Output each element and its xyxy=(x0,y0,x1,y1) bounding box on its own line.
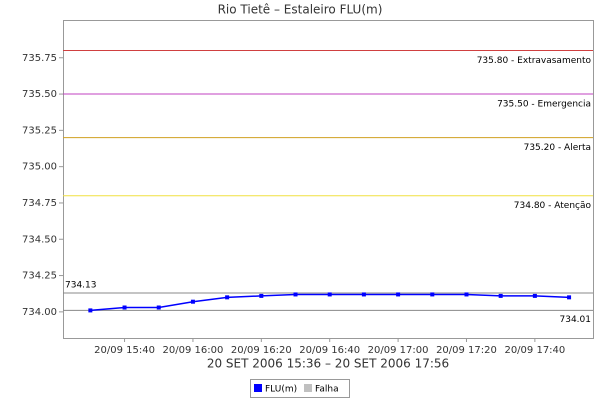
legend-label: FLU(m) xyxy=(265,385,297,395)
threshold-label: 735.20 - Alerta xyxy=(524,143,591,153)
y-tick-label: 735.00 xyxy=(22,162,57,173)
y-tick-label: 734.75 xyxy=(22,198,57,209)
y-tick-label: 734.25 xyxy=(22,271,57,282)
x-tick-label: 20/09 15:40 xyxy=(94,345,155,356)
point xyxy=(259,293,264,298)
legend-box xyxy=(250,379,350,398)
chart-title: Rio Tietê – Estaleiro FLU(m) xyxy=(218,3,383,17)
point xyxy=(327,292,332,297)
min-label: 734.01 xyxy=(560,315,592,325)
point xyxy=(396,292,401,297)
y-tick-label: 734.50 xyxy=(22,234,57,245)
point xyxy=(361,292,366,297)
legend-swatch xyxy=(304,384,312,392)
max-label: 734.13 xyxy=(65,280,97,290)
point xyxy=(430,292,435,297)
point xyxy=(156,305,161,310)
point xyxy=(532,293,537,298)
point xyxy=(293,292,298,297)
x-axis-label: 20 SET 2006 15:36 – 20 SET 2006 17:56 xyxy=(207,357,449,371)
y-tick-label: 734.00 xyxy=(22,307,57,318)
threshold-label: 734.80 - Atenção xyxy=(514,201,592,211)
plot-frame xyxy=(63,20,594,339)
point xyxy=(122,305,127,310)
threshold-label: 735.50 - Emergencia xyxy=(497,100,591,110)
legend-label: Falha xyxy=(315,385,339,395)
x-tick-label: 20/09 16:00 xyxy=(163,345,224,356)
point xyxy=(464,292,469,297)
x-tick-label: 20/09 17:00 xyxy=(368,345,429,356)
point xyxy=(88,308,93,313)
point xyxy=(225,295,230,300)
x-tick-label: 20/09 17:40 xyxy=(504,345,565,356)
y-tick-label: 735.75 xyxy=(22,53,57,64)
point xyxy=(498,293,503,298)
y-tick-label: 735.50 xyxy=(22,89,57,100)
threshold-label: 735.80 - Extravasamento xyxy=(477,56,592,66)
point xyxy=(190,299,195,304)
x-tick-label: 20/09 16:40 xyxy=(299,345,360,356)
point xyxy=(567,295,572,300)
x-tick-label: 20/09 17:20 xyxy=(436,345,497,356)
x-tick-label: 20/09 16:20 xyxy=(231,345,292,356)
legend-swatch xyxy=(254,384,262,392)
y-tick-label: 735.25 xyxy=(22,125,57,136)
